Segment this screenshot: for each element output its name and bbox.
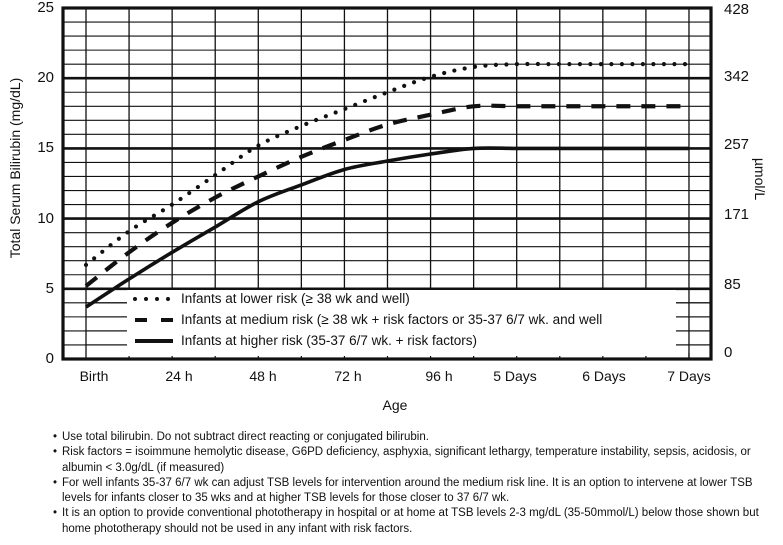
y-right-tick: 85 [724,276,741,293]
y-right-tick: 342 [724,68,750,85]
legend-label: Infants at lower risk (≥ 38 wk and well) [181,291,410,306]
y-tick: 25 [37,0,54,16]
legend-item-lower-risk: Infants at lower risk (≥ 38 wk and well) [127,290,676,310]
x-tick: 7 Days [667,368,711,384]
footnotes: Use total bilirubin. Do not subtract dir… [53,430,773,537]
x-tick: 96 h [425,368,453,384]
x-tick: 6 Days [582,368,626,384]
chart-legend: Infants at lower risk (≥ 38 wk and well)… [127,290,676,356]
y-axis-label: Total Serum Bilirubin (mg/dL) [7,77,23,259]
lower-risk-curve [83,61,692,268]
y-right-tick: 257 [724,136,750,153]
chart-frame [61,6,713,361]
legend-item-medium-risk: Infants at medium risk (≥ 38 wk + risk f… [127,311,676,331]
x-tick: Birth [79,368,109,384]
y-right-tick: 0 [724,344,733,361]
y-right-tick: 428 [724,1,750,18]
footnote: Risk factors = isoimmune hemolytic disea… [53,445,773,476]
y-axis-right-label: µmol/L [752,157,768,201]
legend-label: Infants at medium risk (≥ 38 wk + risk f… [181,312,603,327]
x-tick: 48 h [249,368,277,384]
y-tick: 15 [37,139,54,156]
legend-label: Infants at higher risk (35-37 6/7 wk. + … [181,333,477,348]
y-tick: 5 [45,280,54,297]
solid-line-swatch-icon [135,339,173,343]
footnote: For well infants 35-37 6/7 wk can adjust… [53,476,773,507]
dashed-line-swatch-icon [135,318,173,322]
x-axis-label: Age [382,397,408,413]
y-tick: 20 [37,69,54,86]
plot-border [61,6,713,361]
x-tick: 5 Days [493,368,537,384]
x-tick: 72 h [334,368,362,384]
footnote: It is an option to provide conventional … [53,506,773,537]
dotted-line-swatch-icon [133,297,173,301]
y-right-tick: 171 [724,206,750,223]
higher-risk-curve [85,146,689,309]
y-tick: 0 [45,350,54,367]
footnote: Use total bilirubin. Do not subtract dir… [53,430,773,445]
chart-curves [83,61,692,309]
x-tick: 24 h [165,368,193,384]
legend-item-higher-risk: Infants at higher risk (35-37 6/7 wk. + … [127,332,676,352]
y-tick: 10 [37,210,54,227]
